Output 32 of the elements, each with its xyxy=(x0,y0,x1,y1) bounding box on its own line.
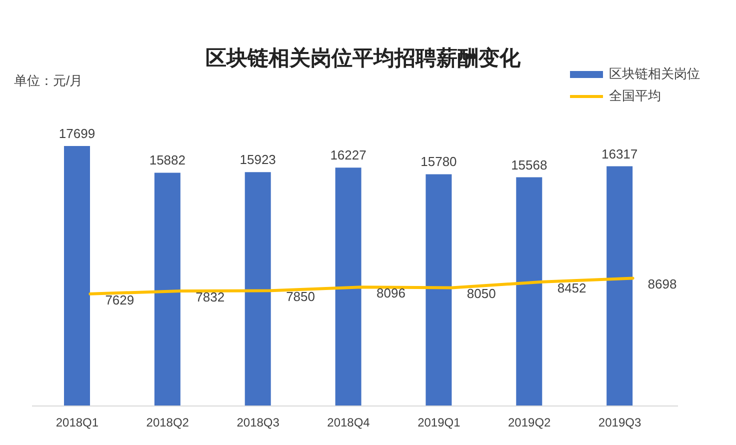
data-label: 7832 xyxy=(196,289,225,304)
bar xyxy=(606,166,633,406)
bar xyxy=(516,177,542,406)
data-label: 17699 xyxy=(58,126,96,141)
legend-label: 区块链相关岗位 xyxy=(609,65,700,83)
data-label: 16227 xyxy=(330,148,366,163)
data-label: 8452 xyxy=(557,280,586,296)
chart-title: 区块链相关岗位平均招聘薪酬变化 xyxy=(206,47,520,70)
bar xyxy=(154,172,180,406)
bar xyxy=(335,168,362,406)
data-label: 8096 xyxy=(376,286,406,301)
x-tick-label: 2019Q2 xyxy=(508,416,552,430)
data-label: 15780 xyxy=(420,154,457,170)
x-tick-label: 2018Q3 xyxy=(236,416,280,430)
x-tick-label: 2019Q1 xyxy=(418,416,461,430)
data-label: 7850 xyxy=(286,289,315,304)
bar xyxy=(244,172,271,406)
x-tick-label: 2018Q4 xyxy=(327,416,370,430)
legend-label: 全国平均 xyxy=(609,87,661,105)
bar xyxy=(426,174,452,406)
x-tick-label: 2018Q1 xyxy=(56,416,99,430)
x-tick-label: 2018Q2 xyxy=(146,416,190,430)
y-axis-title: 单位：元/月 xyxy=(14,72,83,90)
x-tick-label: 2019Q3 xyxy=(598,416,642,430)
bar xyxy=(64,146,90,406)
data-label: 15568 xyxy=(511,157,548,172)
data-label: 8698 xyxy=(648,276,677,292)
data-label: 7629 xyxy=(105,292,134,308)
data-label: 16317 xyxy=(601,146,638,162)
data-label: 8050 xyxy=(466,286,496,302)
data-label: 15923 xyxy=(240,152,276,168)
data-label: 15882 xyxy=(149,152,186,168)
